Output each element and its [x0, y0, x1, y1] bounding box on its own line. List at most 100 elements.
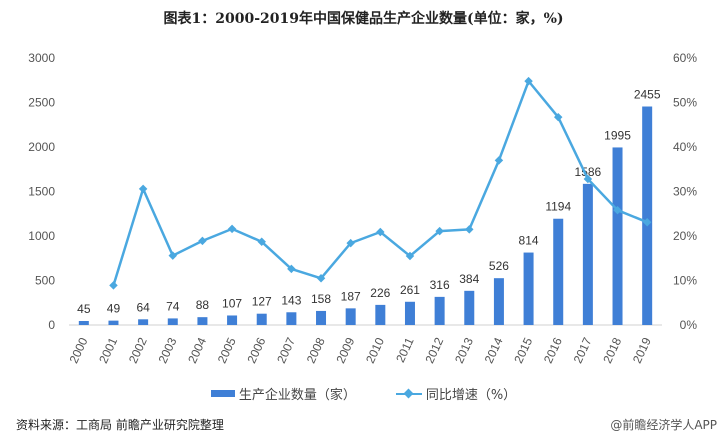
bar-data-label: 261 — [400, 283, 420, 297]
y-right-tick-label: 60% — [673, 51, 697, 65]
chart-svg: 0 500 1000 1500 2000 2500 3000 0% 10% 20% 30% 40% 50… — [28, 51, 698, 365]
bar-data-label: 143 — [281, 293, 301, 307]
growth-point — [405, 251, 415, 261]
bar-data-label: 187 — [341, 289, 361, 303]
y-left-tick-label: 1500 — [28, 185, 55, 199]
x-tick-label: 2016 — [541, 335, 565, 365]
bar — [138, 319, 149, 325]
bar-data-label: 64 — [136, 300, 150, 314]
bar-data-label: 1194 — [545, 200, 571, 214]
bar-data-label: 127 — [252, 295, 272, 309]
bar — [523, 252, 534, 325]
y-left-tick-label: 500 — [35, 274, 55, 288]
x-tick-label: 2014 — [482, 335, 506, 365]
y-right-tick-label: 30% — [673, 185, 697, 199]
y-right-tick-label: 20% — [673, 229, 697, 243]
y-left-tick-label: 0 — [48, 318, 55, 332]
bar — [286, 312, 297, 325]
growth-point — [376, 227, 385, 237]
brand-watermark: @前瞻经济学人APP — [610, 418, 717, 432]
bar — [553, 218, 564, 325]
bar-data-label: 74 — [166, 299, 180, 313]
bar-data-label: 226 — [370, 286, 390, 300]
growth-point — [316, 274, 326, 283]
x-tick-label: 2018 — [600, 335, 624, 365]
bar-data-label: 49 — [107, 302, 121, 316]
y-left-tick-label: 3000 — [28, 51, 55, 65]
bar — [78, 320, 89, 325]
growth-point — [109, 281, 118, 290]
x-tick-label: 2011 — [393, 335, 417, 365]
x-tick-label: 2003 — [156, 335, 180, 365]
bar — [227, 315, 238, 325]
y-left-tick-label: 1000 — [28, 229, 55, 243]
bar — [108, 320, 119, 325]
y-right-tick-label: 0% — [680, 318, 698, 332]
growth-point — [346, 238, 355, 248]
growth-point — [138, 184, 148, 194]
bar-data-label: 45 — [77, 302, 91, 316]
bar — [345, 308, 356, 325]
x-tick-label: 2007 — [274, 335, 298, 365]
x-tick-label: 2000 — [67, 335, 91, 365]
bar-data-label: 526 — [489, 259, 509, 273]
x-tick-label: 2012 — [422, 335, 446, 365]
bar-data-label: 1586 — [575, 165, 602, 179]
chart-title: 图表1：2000-2019年中国保健品生产企业数量(单位：家，%) — [163, 11, 564, 27]
x-tick-label: 2010 — [363, 335, 387, 365]
bar — [316, 310, 327, 325]
growth-point — [494, 156, 504, 165]
legend-item-bar: 生产企业数量（家） — [210, 384, 356, 403]
bar — [256, 313, 267, 325]
growth-point — [198, 236, 207, 246]
bar — [434, 296, 445, 325]
growth-line — [112, 79, 648, 286]
growth-point — [168, 251, 178, 260]
bar — [582, 183, 593, 325]
x-tick-label: 2006 — [244, 335, 268, 365]
bar — [642, 106, 653, 325]
y-left-tick-label: 2500 — [28, 96, 55, 110]
legend-item-line: 同比增速（%） — [395, 384, 517, 403]
bar — [375, 304, 386, 325]
bar-data-label: 814 — [519, 234, 539, 248]
growth-point — [287, 264, 296, 274]
bar — [167, 318, 178, 325]
bar-data-label: 88 — [196, 298, 210, 312]
bar — [197, 317, 208, 325]
bar-data-label: 1995 — [604, 128, 631, 142]
legend-label-bar: 生产企业数量（家） — [238, 388, 356, 403]
x-tick-label: 2004 — [185, 335, 209, 365]
legend-label-line: 同比增速（%） — [425, 388, 517, 403]
y-left-tick-label: 2000 — [28, 140, 55, 154]
bar-data-label: 384 — [459, 272, 479, 286]
bar-data-label: 107 — [222, 296, 242, 310]
x-tick-label: 2001 — [96, 335, 120, 365]
legend-swatch-bar — [210, 390, 235, 397]
y-right-tick-label: 40% — [673, 140, 697, 154]
x-tick-label: 2019 — [630, 335, 654, 365]
bar — [612, 147, 623, 325]
bar — [464, 290, 475, 325]
x-tick-label: 2005 — [215, 335, 239, 365]
y-right-tick-label: 50% — [673, 96, 697, 110]
growth-point — [227, 224, 237, 234]
bar-data-label: 2455 — [634, 88, 661, 102]
legend-swatch-line — [395, 392, 422, 395]
x-tick-label: 2013 — [452, 335, 476, 365]
bar-data-label: 158 — [311, 292, 331, 306]
growth-point — [257, 237, 266, 247]
x-tick-label: 2017 — [571, 335, 595, 365]
legend: 生产企业数量（家） 同比增速（%） — [0, 384, 727, 403]
bar — [404, 301, 415, 325]
growth-point — [465, 225, 474, 234]
x-tick-label: 2002 — [126, 335, 150, 365]
bar-data-label: 316 — [430, 278, 450, 292]
y-right-tick-label: 10% — [673, 274, 697, 288]
x-tick-label: 2009 — [333, 335, 357, 365]
x-tick-label: 2008 — [304, 335, 328, 365]
growth-point — [435, 226, 444, 236]
bar — [493, 278, 504, 325]
source-note: 资料来源：工商局 前瞻产业研究院整理 — [16, 418, 224, 432]
